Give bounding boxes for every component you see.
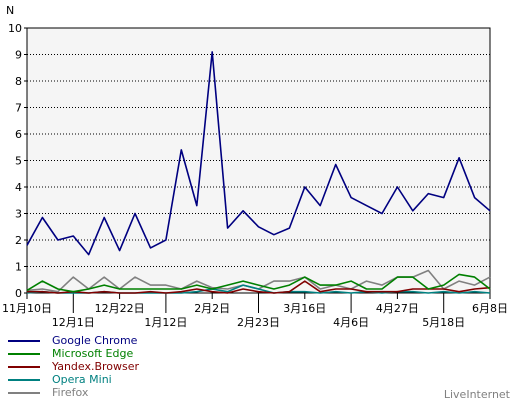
x-tick-label: 6月8日 [472,302,508,315]
legend-swatch [8,378,40,381]
x-tick-label: 5月18日 [422,316,465,329]
x-tick-label: 12月1日 [52,316,95,329]
x-tick-label: 4月27日 [376,302,419,315]
y-tick-label: 3 [15,208,22,221]
legend-item-firefox: Firefox [8,386,139,399]
y-tick-label: 0 [15,287,22,300]
y-tick-label: 4 [15,181,22,194]
y-tick-label: 8 [15,75,22,88]
x-tick-label: 12月22日 [95,302,145,315]
x-tick-label: 2月2日 [194,302,230,315]
legend: Google Chrome Microsoft Edge Yandex.Browse… [8,334,139,399]
x-tick-label: 2月23日 [237,316,280,329]
y-axis-title: N [6,4,14,17]
grid-lines [27,54,490,267]
y-tick-label: 10 [8,22,22,35]
series-line-yandex-browser [27,280,491,294]
legend-swatch [8,365,40,368]
legend-item-yandex-browser: Yandex.Browser [8,360,139,373]
legend-item-google-chrome: Google Chrome [8,334,139,347]
legend-label: Microsoft Edge [52,347,134,360]
y-tick-label: 7 [15,102,22,115]
series-lines [26,51,491,294]
y-tick-label: 9 [15,49,22,62]
legend-label: Firefox [52,386,89,399]
legend-label: Google Chrome [52,334,138,347]
liveinternet-brand: LiveInternet [443,388,510,401]
legend-swatch [8,339,40,342]
legend-item-microsoft-edge: Microsoft Edge [8,347,139,360]
series-line-google-chrome [26,51,491,256]
x-tick-label: 4月6日 [333,316,369,329]
y-axis: 0 1 2 3 4 5 6 7 8 9 10 [8,22,27,300]
legend-item-opera-mini: Opera Mini [8,373,139,386]
y-tick-label: 5 [15,155,22,168]
legend-label: Opera Mini [52,373,112,386]
legend-swatch [8,352,40,355]
series-line-microsoft-edge [26,273,491,293]
x-tick-label: 11月10日 [2,302,52,315]
y-tick-label: 2 [15,234,22,247]
legend-label: Yandex.Browser [52,360,140,373]
legend-swatch [8,391,40,394]
x-tick-label: 1月12日 [144,316,187,329]
y-tick-label: 1 [15,261,22,274]
y-tick-label: 6 [15,128,22,141]
x-tick-label: 3月16日 [283,302,326,315]
